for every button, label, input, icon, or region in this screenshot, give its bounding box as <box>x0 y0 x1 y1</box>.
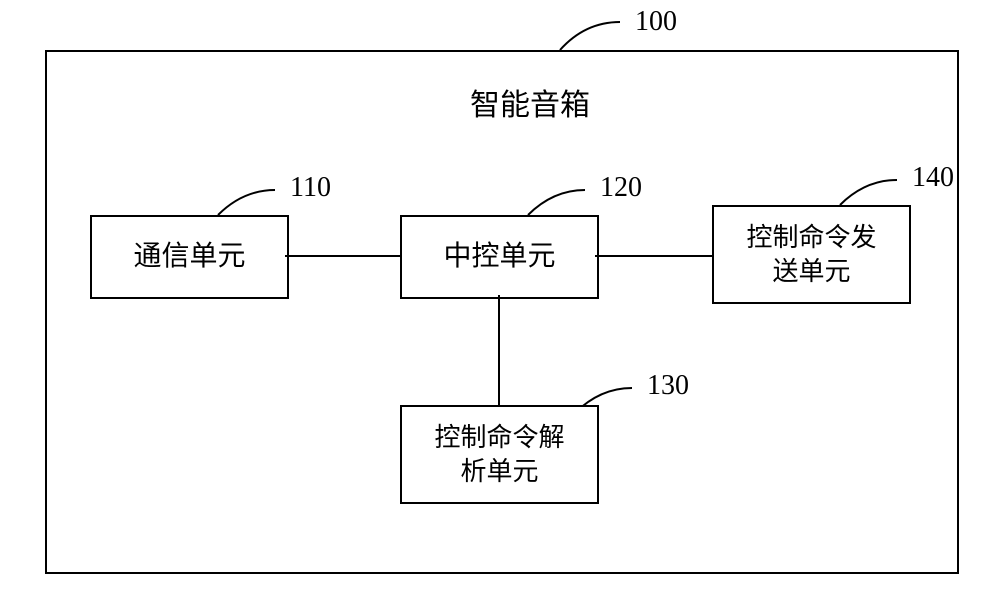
ref-label-parse: 130 <box>647 370 689 402</box>
block-send-label: 控制命令发送单元 <box>746 221 876 289</box>
leader-line <box>218 190 275 215</box>
block-ctrl: 中控单元 <box>400 215 599 299</box>
ref-label-comm: 110 <box>290 172 331 204</box>
block-ctrl-label: 中控单元 <box>443 239 555 275</box>
leader-line <box>840 180 897 205</box>
connector-2 <box>498 295 500 405</box>
leader-line <box>528 190 585 215</box>
ref-label-send: 140 <box>912 162 954 194</box>
ref-label-container: 100 <box>635 6 677 38</box>
connector-1 <box>595 255 712 257</box>
diagram-canvas: 智能音箱 通信单元 中控单元 控制命令发送单元控制命令解析单元 100 110 120 1… <box>0 0 1000 610</box>
ref-label-ctrl: 120 <box>600 172 642 204</box>
block-comm: 通信单元 <box>90 215 289 299</box>
block-comm-label: 通信单元 <box>133 239 245 275</box>
leader-line <box>560 22 620 50</box>
connector-0 <box>285 255 400 257</box>
block-send: 控制命令发送单元 <box>712 205 911 304</box>
block-parse-label: 控制命令解析单元 <box>434 421 564 489</box>
diagram-title: 智能音箱 <box>430 80 630 124</box>
block-parse: 控制命令解析单元 <box>400 405 599 504</box>
